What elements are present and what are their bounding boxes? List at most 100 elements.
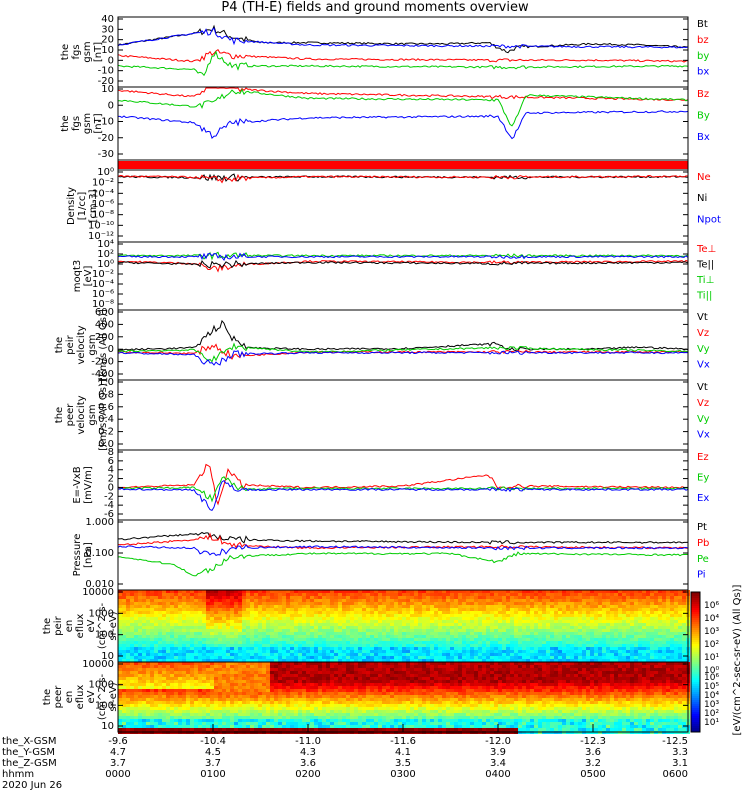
series-line-4-2 bbox=[117, 342, 689, 363]
ytick-label: 10⁴ bbox=[97, 239, 114, 250]
axis-label-line: velocity bbox=[76, 395, 87, 434]
xaxis-value: 4.1 bbox=[395, 747, 411, 758]
ytick-label: 10⁻⁸ bbox=[92, 210, 114, 221]
ytick-label: 0.6 bbox=[98, 402, 114, 413]
colorbar-segment bbox=[691, 668, 700, 670]
axis-label-line: peir bbox=[65, 334, 76, 354]
legend-entry: Ex bbox=[697, 493, 709, 504]
ytick-label: 10⁻¹⁰ bbox=[88, 220, 114, 231]
series-line-7-3 bbox=[117, 544, 689, 556]
axis-label-line: [nT] bbox=[93, 113, 104, 133]
xaxis-row-label: the_Y-GSM bbox=[2, 747, 55, 758]
ytick-label: -10 bbox=[98, 117, 114, 128]
legend-entry: Vt bbox=[697, 382, 708, 393]
colorbar-label: [eV/(cm^2-sec-sr-eV) (All Qs)] bbox=[732, 584, 743, 735]
ytick-label: 10⁻⁴ bbox=[92, 279, 114, 290]
panel-frame bbox=[117, 449, 689, 521]
xaxis-value: 3.7 bbox=[205, 758, 221, 769]
xaxis-date: 2020 Jun 26 bbox=[2, 780, 62, 791]
colorbar-segment bbox=[691, 594, 700, 596]
axis-label-line: [km/s (All Qs)] bbox=[98, 309, 109, 381]
ytick-label: 0 bbox=[108, 100, 114, 111]
colorbar-segment bbox=[691, 614, 700, 616]
colorbar-segment bbox=[691, 630, 700, 632]
colorbar-segment bbox=[691, 674, 700, 676]
colorbar-segment bbox=[691, 620, 700, 622]
colorbar-segment bbox=[691, 652, 700, 654]
series-line-0-0 bbox=[117, 24, 688, 54]
ytick-label: -10 bbox=[98, 66, 114, 77]
panel-frame bbox=[117, 379, 689, 451]
xaxis-value: 3.5 bbox=[395, 758, 411, 769]
ytick-label: 1000 bbox=[89, 680, 114, 691]
axis-label-line: [mV/m] bbox=[83, 466, 94, 504]
colorbar-segment bbox=[691, 622, 700, 624]
xaxis-value: 0000 bbox=[105, 769, 130, 780]
legend-entry: Pb bbox=[697, 538, 709, 549]
series-line-0-3 bbox=[117, 27, 689, 49]
legend-entry: Vy bbox=[697, 344, 710, 355]
axis-label-line: the bbox=[60, 115, 71, 131]
xaxis-value: -10.4 bbox=[200, 736, 226, 747]
xaxis-row-label: the_Z-GSM bbox=[2, 758, 57, 769]
axis-label-line: (cm^2-s- bbox=[97, 602, 108, 649]
colorbar-segment bbox=[691, 626, 700, 628]
axis-label-line: E=-VxB bbox=[72, 466, 83, 503]
axis-label-line: [1/cc] bbox=[77, 192, 88, 221]
ytick-label: 1.000 bbox=[85, 517, 114, 528]
legend-entry: by bbox=[697, 51, 709, 62]
ytick-label: 10 bbox=[101, 721, 114, 732]
colorbar-tick: 10⁴ bbox=[704, 691, 719, 701]
colorbar-segment bbox=[691, 722, 700, 724]
ytick-label: 10⁻¹² bbox=[88, 231, 114, 242]
xaxis-value: -12.3 bbox=[580, 736, 606, 747]
page-title: P4 (TH-E) fields and ground moments over… bbox=[221, 0, 529, 15]
axis-label-line: gsm bbox=[82, 113, 93, 134]
legend-entry: Pt bbox=[697, 522, 707, 533]
colorbar-segment bbox=[691, 600, 700, 602]
axis-label-line: the bbox=[54, 337, 65, 353]
axis-label-line: sr-eV) bbox=[108, 682, 119, 711]
xaxis-value: 0400 bbox=[485, 769, 510, 780]
series-line-6-2 bbox=[117, 479, 689, 512]
colorbar-segment bbox=[691, 606, 700, 608]
legend-entry: By bbox=[697, 110, 710, 121]
colorbar-segment bbox=[691, 684, 700, 686]
ytick-label: 0.010 bbox=[85, 579, 114, 590]
axis-label-line: peer bbox=[65, 403, 76, 427]
legend-entry: bz bbox=[697, 35, 709, 46]
colorbar-segment bbox=[691, 730, 700, 732]
ytick-label: 400 bbox=[95, 319, 114, 330]
series-line-4-0 bbox=[117, 319, 689, 352]
ytick-label: 0.8 bbox=[98, 389, 114, 400]
series-line-1-1 bbox=[117, 88, 689, 127]
xaxis-value: 3.6 bbox=[585, 747, 601, 758]
axis-label-line: gsm bbox=[87, 334, 98, 355]
legend-entry: Te|| bbox=[696, 259, 714, 270]
series-line-3-3 bbox=[117, 259, 689, 269]
colorbar-segment bbox=[691, 660, 700, 662]
colorbar-segment bbox=[691, 708, 700, 710]
colorbar-segment bbox=[691, 644, 700, 646]
series-line-3-2 bbox=[117, 259, 689, 273]
colorbar-segment bbox=[691, 638, 700, 640]
colorbar-tick: 10² bbox=[704, 709, 719, 719]
legend-entry: Ez bbox=[697, 452, 709, 463]
legend-entry: bx bbox=[697, 67, 709, 78]
axis-label-line: eV bbox=[86, 619, 97, 632]
colorbar-segment bbox=[691, 650, 700, 652]
colorbar-segment bbox=[691, 612, 700, 614]
series-line-6-0 bbox=[117, 463, 689, 506]
axis-label-line: [nPa] bbox=[83, 542, 94, 568]
series-line-2-1 bbox=[117, 173, 689, 184]
colorbar-segment bbox=[691, 624, 700, 626]
legend-entry: Vz bbox=[697, 328, 709, 339]
colorbar-segment bbox=[691, 680, 700, 682]
axis-label-line: gsm bbox=[87, 404, 98, 425]
colorbar-segment bbox=[691, 720, 700, 722]
colorbar-segment bbox=[691, 718, 700, 720]
colorbar-segment bbox=[691, 634, 700, 636]
colorbar-tick: 10⁶ bbox=[704, 673, 719, 683]
colorbar-segment bbox=[691, 670, 700, 672]
